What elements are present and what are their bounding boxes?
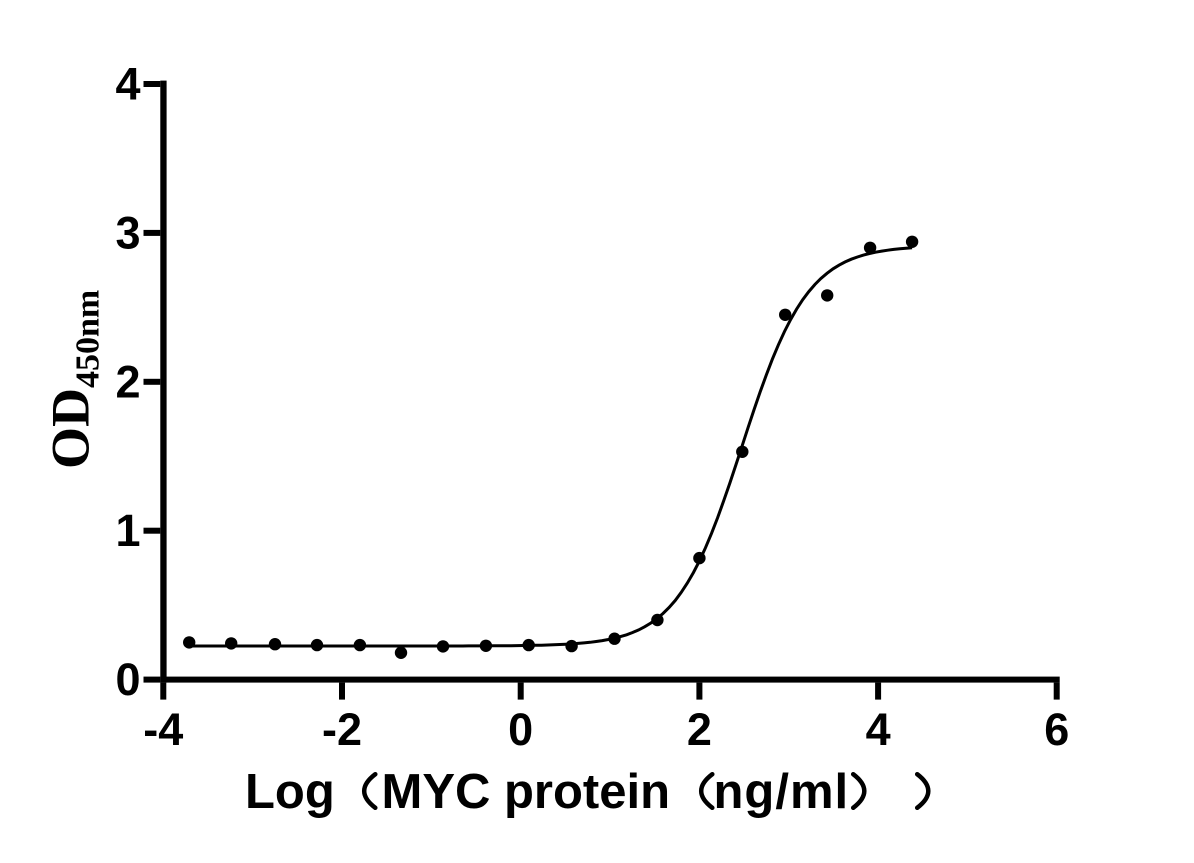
svg-text:4: 4 — [115, 59, 140, 110]
svg-text:Log: Log — [245, 765, 335, 819]
svg-text:OD450nm: OD450nm — [41, 290, 107, 469]
svg-text:-2: -2 — [322, 704, 362, 755]
svg-text:-4: -4 — [143, 704, 183, 755]
svg-text:2: 2 — [115, 356, 140, 407]
svg-text:3: 3 — [115, 207, 140, 258]
svg-text:0: 0 — [508, 704, 533, 755]
svg-text:0: 0 — [115, 654, 140, 705]
svg-text:6: 6 — [1044, 704, 1069, 755]
svg-text:4: 4 — [866, 704, 891, 755]
svg-text:ng/ml: ng/ml — [714, 765, 850, 819]
svg-text:2: 2 — [687, 704, 712, 755]
svg-text:MYC protein: MYC protein — [382, 765, 671, 819]
svg-text:1: 1 — [115, 505, 140, 556]
